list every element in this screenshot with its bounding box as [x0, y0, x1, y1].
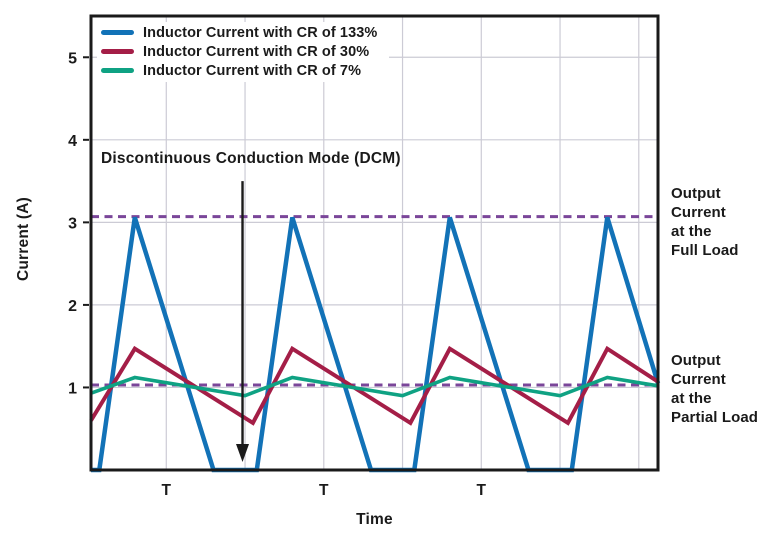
y-tick-label: 5 [68, 50, 77, 67]
partial-load-label: Output Current at the Partial Load [671, 352, 759, 426]
y-tick-label: 1 [68, 380, 77, 397]
plot-border [89, 14, 660, 472]
legend-swatch-cr-7 [101, 68, 134, 73]
legend-item-cr-133: Inductor Current with CR of 133% [101, 23, 377, 42]
legend-swatch-cr-133 [101, 30, 134, 35]
dcm-arrow-head [236, 444, 250, 462]
series-line-cr-133 [91, 216, 661, 473]
full-load-label: Output Current at the Full Load [671, 185, 739, 259]
y-tick-label: 3 [68, 215, 77, 232]
legend-item-cr-30: Inductor Current with CR of 30% [101, 42, 377, 61]
x-tick-label: T [319, 482, 329, 499]
legend-label-cr-30: Inductor Current with CR of 30% [143, 43, 370, 60]
legend-label-cr-7: Inductor Current with CR of 7% [143, 62, 362, 79]
legend-swatch-cr-30 [101, 49, 134, 54]
y-axis-title: Current (A) [15, 197, 32, 281]
dcm-annotation: Discontinuous Conduction Mode (DCM) [101, 150, 401, 167]
x-axis-title: Time [356, 511, 393, 528]
legend: Inductor Current with CR of 133% Inducto… [97, 22, 390, 82]
series-line-cr-7 [90, 375, 659, 398]
x-tick-label: T [477, 482, 487, 499]
legend-item-cr-7: Inductor Current with CR of 7% [101, 61, 377, 80]
legend-label-cr-133: Inductor Current with CR of 133% [143, 24, 378, 41]
series-line-cr-30 [89, 345, 660, 426]
y-tick-label: 2 [68, 298, 77, 315]
x-tick-label: T [162, 482, 172, 499]
y-tick-label: 4 [68, 133, 77, 150]
